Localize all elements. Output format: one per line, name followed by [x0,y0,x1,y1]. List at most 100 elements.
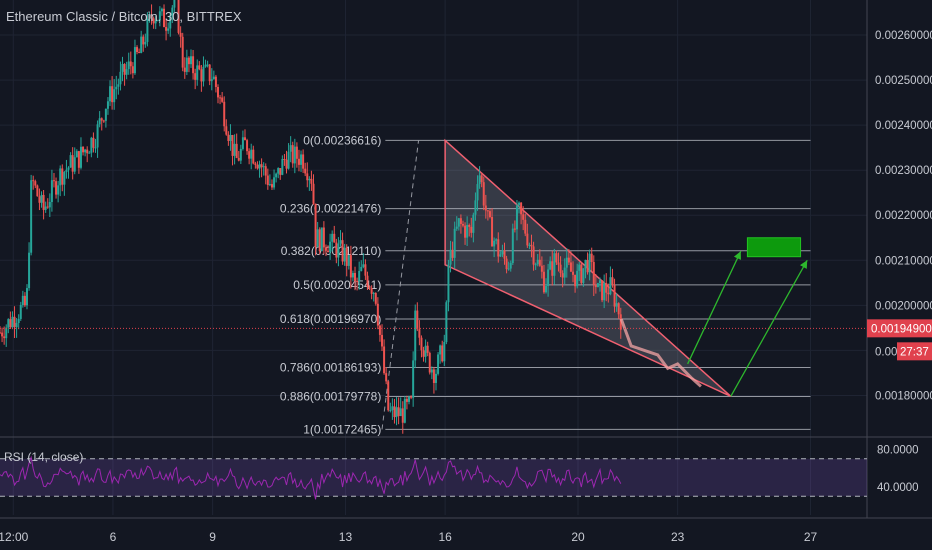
candle-body [183,67,186,72]
candle-body [210,79,213,82]
candle-body [617,303,620,315]
candle-body [459,218,462,224]
candle-body [44,206,47,210]
candle-body [609,277,612,295]
candle-body [231,134,234,156]
candle-body [542,271,545,293]
price-axis[interactable]: 0.00260000 0.00250000 0.00240000 0.00230000… [875,30,932,494]
candle-body [368,287,371,289]
candle-body [418,329,421,338]
candle-body [17,318,20,324]
candle-body [318,229,321,252]
candle-body [376,303,379,326]
candle-body [297,158,300,165]
candle-body [133,47,136,74]
candle-body [613,285,616,307]
target-arrow2[interactable] [730,259,808,397]
candle-body [140,36,143,53]
fib-level-label: 1(0.00172465) [303,422,381,436]
time-axis[interactable]: 12:00 6 9 13 16 20 23 27 [0,530,818,544]
candle-body [111,86,114,103]
candle-body [580,264,583,283]
candle-body [214,76,217,88]
candle-body [258,164,261,169]
candle-body [347,255,350,266]
candle-body [339,240,342,244]
candle-body [522,214,525,220]
candle-body [515,205,518,230]
candle-body [505,258,508,270]
candle-body [42,194,45,210]
candle-body [221,97,224,102]
candle-body [372,292,375,294]
candle-body [79,146,82,168]
candle-body [285,159,288,169]
candle-body [416,310,419,330]
candle-body [277,168,280,174]
candle-body [493,240,496,247]
fibonacci-retracement[interactable]: 0(0.00236616)0.236(0.00221476)0.382(0.00… [280,133,811,436]
candle-body [177,0,180,33]
candle-body [578,264,581,271]
candle-body [0,332,1,334]
rsi-band [0,458,867,497]
candle-body [414,310,417,361]
candle-body [530,244,533,247]
candle-body [169,15,172,29]
candle-body [63,172,66,185]
candle-body [115,86,118,90]
target-arrows[interactable] [687,237,808,397]
candle-body [385,373,388,382]
grid-lines [0,0,932,519]
candle-body [324,247,327,251]
candle-body [491,216,494,247]
candle-body [576,270,579,287]
fib-level-label: 0.786(0.00186193) [280,361,381,375]
candle-body [596,283,599,288]
candle-body [362,264,365,267]
countdown-tag [897,342,932,361]
rsi-line [0,455,622,500]
candle-body [136,47,139,53]
rsi-label: RSI (14, close) [4,450,84,464]
candle-body [509,263,512,269]
candle-body [449,249,452,265]
time-tick-label: 6 [110,530,117,544]
candle-body [586,259,589,273]
candle-body [534,264,537,266]
candle-body [432,369,435,383]
candle-body [9,319,12,328]
candle-body [306,173,309,181]
candle-body [287,151,290,169]
candle-body [142,36,145,45]
candle-body [360,266,363,271]
candle-body [472,214,475,233]
time-tick-label: 9 [209,530,216,544]
candle-body [518,202,521,206]
candle-body [246,140,249,152]
candle-body [401,408,404,423]
candle-body [434,373,437,383]
price-tick-label: 0.00200000 [875,300,932,312]
current-price-tag [867,319,932,338]
candle-body [260,164,263,168]
candle-body [399,408,402,417]
candle-body [196,65,199,80]
candle-body [23,295,26,306]
time-tick-label: 13 [339,530,353,544]
candle-body [383,346,386,374]
candle-body [185,57,188,72]
candle-body [152,18,155,24]
candle-body [503,250,506,259]
candle-body [254,163,257,165]
candle-body [256,164,259,169]
target-arrow1[interactable] [687,251,742,365]
candle-body [420,337,423,351]
candle-body [599,280,602,284]
rsi-panel [0,455,867,500]
candle-body [536,259,539,265]
target-box[interactable] [746,237,802,258]
candle-body [603,283,606,301]
candle-body [314,203,317,247]
